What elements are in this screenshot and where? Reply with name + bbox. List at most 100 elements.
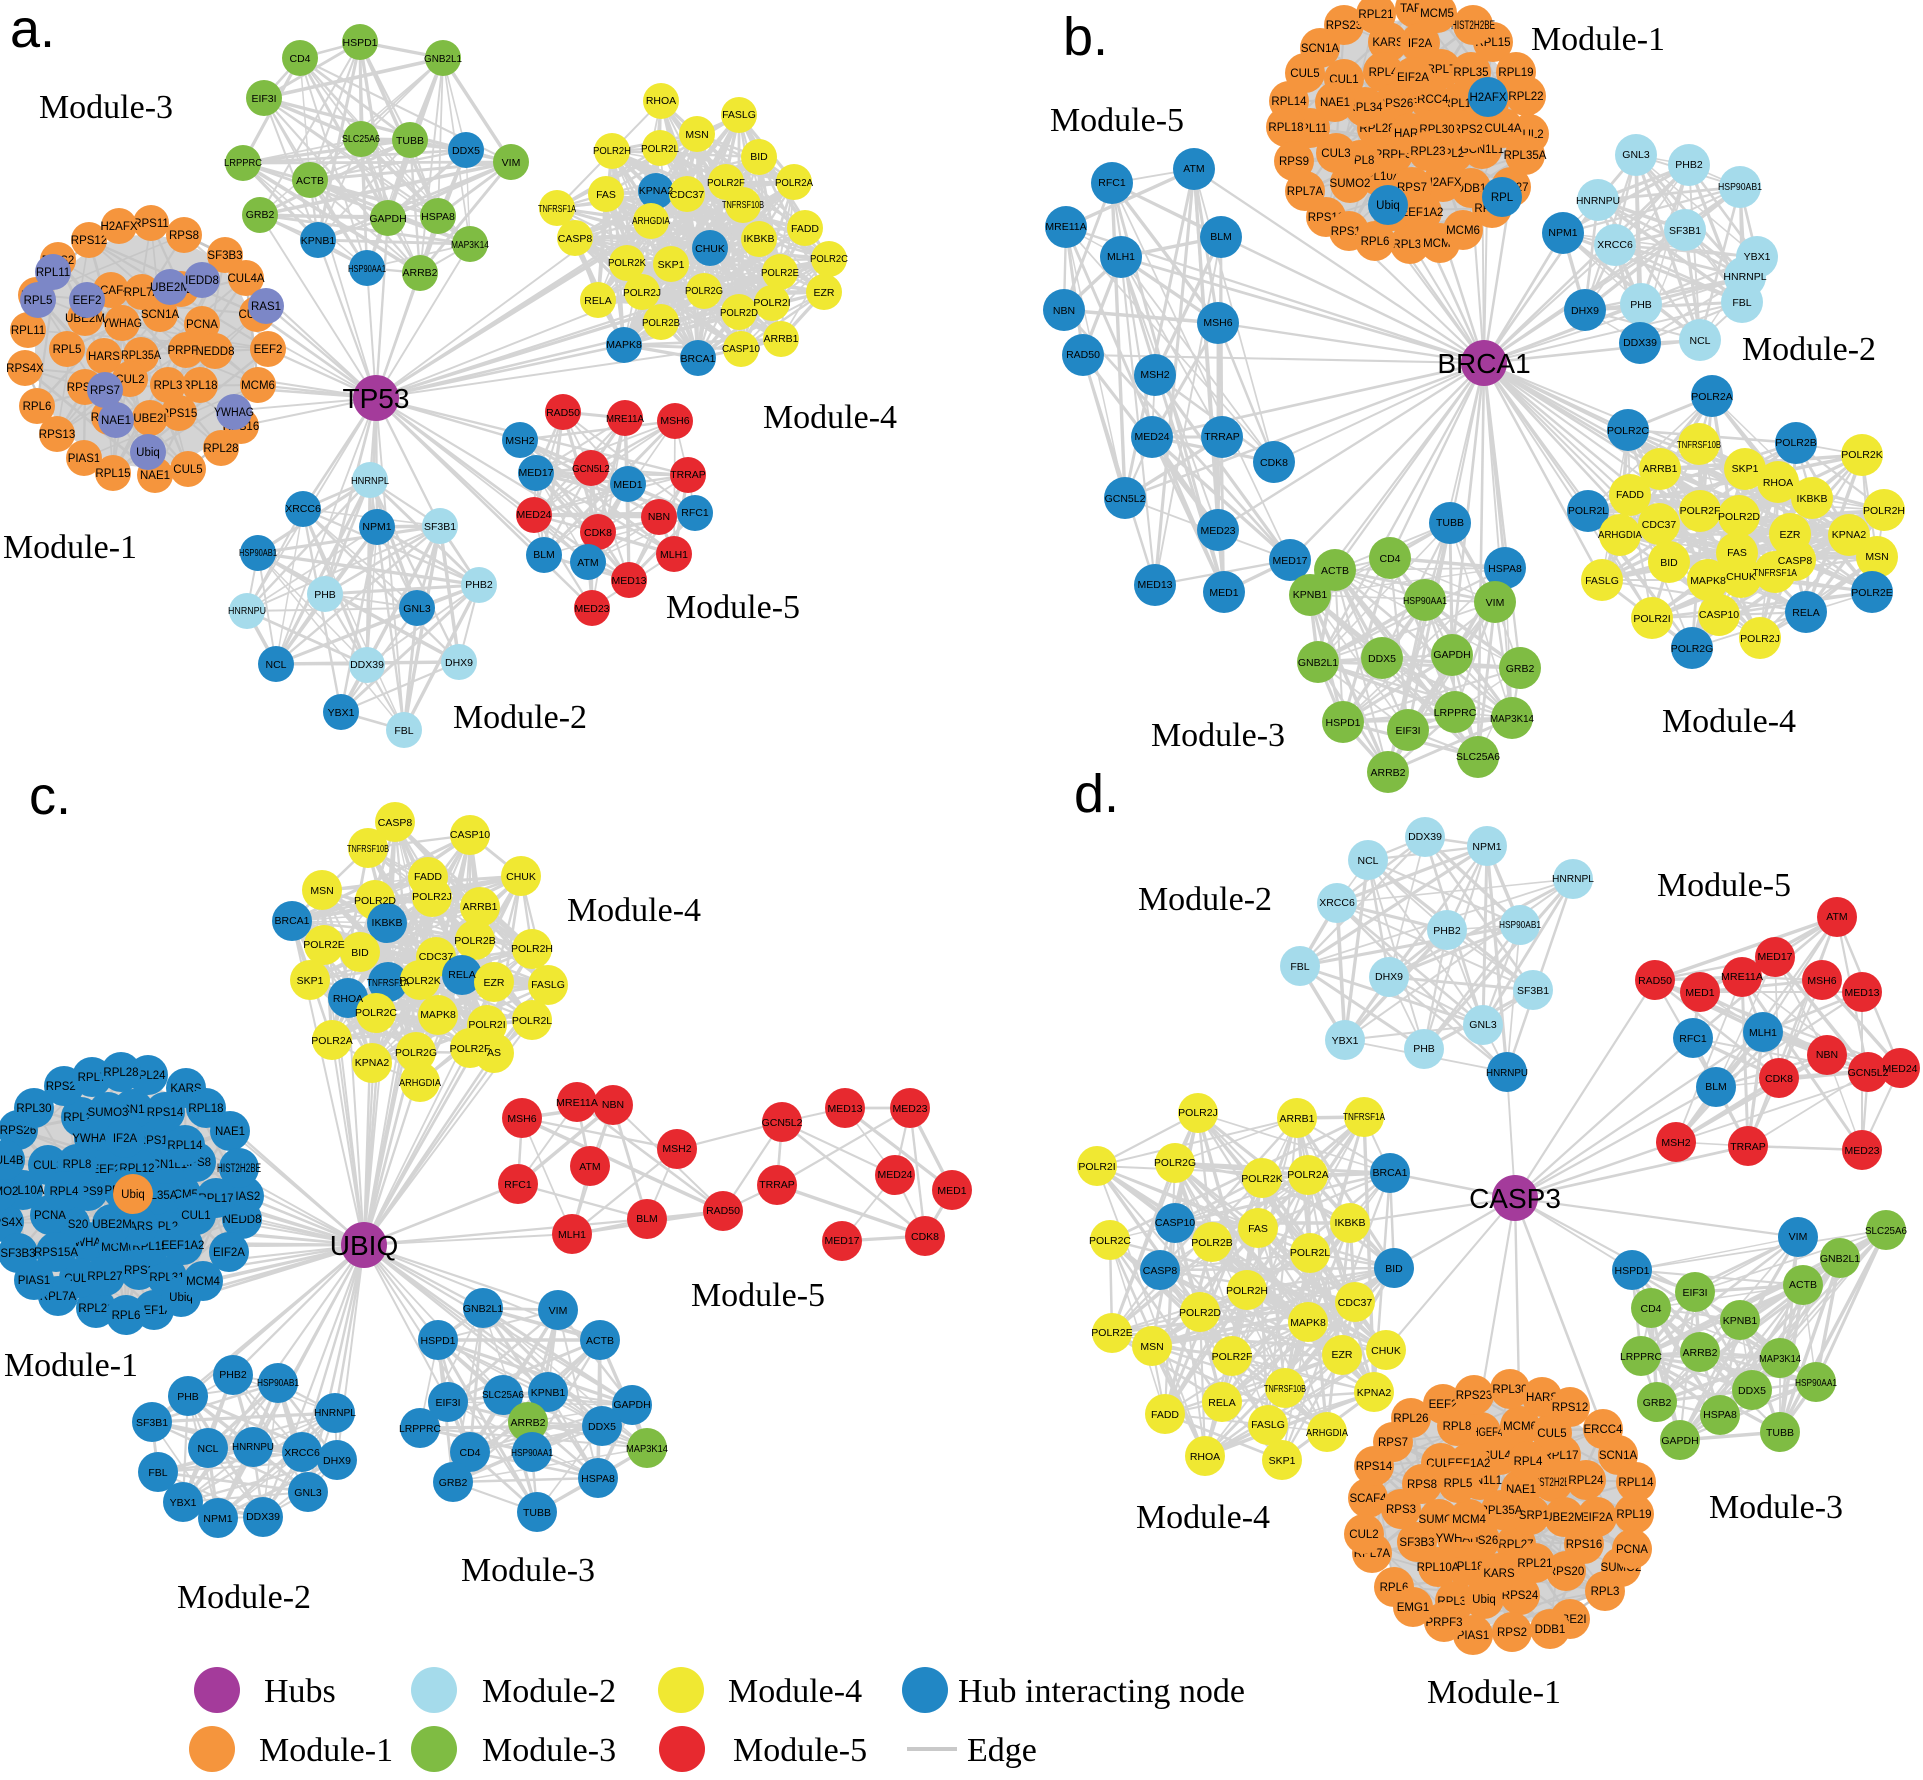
- svg-text:RAS1: RAS1: [251, 301, 281, 313]
- svg-text:RPS23: RPS23: [1326, 20, 1362, 32]
- svg-text:EEF1A2: EEF1A2: [1401, 207, 1444, 219]
- svg-text:MAP3K14: MAP3K14: [626, 1443, 668, 1455]
- svg-text:BLM: BLM: [636, 1213, 658, 1225]
- svg-text:RPS26: RPS26: [1377, 98, 1413, 110]
- svg-text:MRE11A: MRE11A: [556, 1097, 598, 1109]
- svg-text:UBE2M: UBE2M: [150, 282, 190, 294]
- svg-text:POLR2G: POLR2G: [395, 1047, 437, 1059]
- svg-text:YWHAG: YWHAG: [102, 318, 142, 330]
- svg-text:EZR: EZR: [814, 287, 835, 299]
- svg-text:KPNA2: KPNA2: [1357, 1387, 1392, 1399]
- svg-text:HSP90AA1: HSP90AA1: [348, 263, 386, 275]
- svg-text:FBL: FBL: [1290, 961, 1309, 973]
- svg-text:GAPDH: GAPDH: [369, 213, 406, 225]
- svg-text:ARRB2: ARRB2: [1682, 1347, 1717, 1359]
- svg-text:ATM: ATM: [579, 1161, 600, 1173]
- svg-text:GNL3: GNL3: [294, 1487, 322, 1499]
- svg-text:RPL28: RPL28: [203, 443, 238, 455]
- svg-text:POLR2F: POLR2F: [1680, 505, 1721, 517]
- svg-text:POLR2A: POLR2A: [1691, 391, 1732, 403]
- svg-text:Module-1: Module-1: [1427, 1674, 1561, 1711]
- svg-text:ARHGDIA: ARHGDIA: [1306, 1427, 1348, 1439]
- svg-text:FAS: FAS: [1727, 547, 1747, 559]
- svg-text:TRRAP: TRRAP: [759, 1179, 795, 1191]
- svg-text:HSP90AA1: HSP90AA1: [1795, 1377, 1837, 1389]
- svg-text:PIAS1: PIAS1: [18, 1275, 51, 1287]
- svg-text:DHX9: DHX9: [445, 657, 473, 669]
- svg-text:GRB2: GRB2: [1643, 1397, 1672, 1409]
- svg-text:MRE11A: MRE11A: [1045, 221, 1086, 233]
- svg-text:CDK8: CDK8: [584, 527, 612, 539]
- svg-text:CUL4A: CUL4A: [1484, 123, 1521, 135]
- svg-text:RPS24: RPS24: [1502, 1590, 1539, 1602]
- svg-text:RPL6: RPL6: [1361, 236, 1390, 248]
- svg-text:b.: b.: [1063, 7, 1108, 67]
- svg-text:MSH2: MSH2: [662, 1143, 691, 1155]
- svg-text:CHUK: CHUK: [506, 871, 536, 883]
- svg-text:Module-1: Module-1: [1531, 21, 1665, 58]
- svg-text:RPL7: RPL7: [78, 1072, 107, 1084]
- svg-text:RELA: RELA: [584, 295, 611, 307]
- svg-text:RPL28: RPL28: [103, 1067, 138, 1079]
- svg-text:DHX9: DHX9: [323, 1455, 351, 1467]
- svg-text:HSPA8: HSPA8: [1703, 1409, 1737, 1421]
- svg-text:MED13: MED13: [1137, 579, 1172, 591]
- svg-text:HNRNPL: HNRNPL: [1723, 271, 1766, 283]
- svg-text:BID: BID: [1385, 1263, 1403, 1275]
- svg-text:KPNB1: KPNB1: [531, 1387, 566, 1399]
- svg-text:SKP1: SKP1: [297, 975, 324, 987]
- svg-text:Module-2: Module-2: [1138, 881, 1272, 918]
- svg-text:MLH1: MLH1: [558, 1229, 586, 1241]
- svg-text:POLR2E: POLR2E: [761, 267, 799, 279]
- svg-text:FADD: FADD: [1616, 489, 1644, 501]
- svg-text:MSH2: MSH2: [505, 435, 534, 447]
- svg-text:EIF3I: EIF3I: [435, 1397, 460, 1409]
- svg-text:RAD50: RAD50: [1066, 349, 1100, 361]
- svg-text:TRRAP: TRRAP: [1204, 431, 1240, 443]
- svg-text:RPL: RPL: [1491, 192, 1514, 204]
- svg-text:RPL11: RPL11: [11, 325, 45, 337]
- svg-text:EEF2: EEF2: [73, 295, 102, 307]
- svg-text:c.: c.: [29, 766, 71, 826]
- svg-text:BRCA1: BRCA1: [274, 915, 309, 927]
- svg-text:YBX1: YBX1: [1744, 251, 1771, 263]
- svg-text:POLR2B: POLR2B: [1775, 437, 1816, 449]
- svg-text:RPL35: RPL35: [1453, 67, 1488, 79]
- svg-text:CASP8: CASP8: [1778, 555, 1813, 567]
- svg-text:CASP8: CASP8: [1143, 1265, 1178, 1277]
- svg-text:NAE1: NAE1: [101, 415, 131, 427]
- svg-text:MED17: MED17: [1272, 555, 1307, 567]
- svg-text:ATM: ATM: [577, 557, 598, 569]
- svg-text:HSPD1: HSPD1: [1325, 717, 1360, 729]
- svg-text:GCN5L2: GCN5L2: [1848, 1067, 1889, 1079]
- svg-text:FASLG: FASLG: [1585, 575, 1619, 587]
- svg-text:DDB1: DDB1: [1456, 183, 1487, 195]
- svg-text:RELA: RELA: [1792, 607, 1819, 619]
- svg-text:MED13: MED13: [827, 1103, 862, 1115]
- svg-text:NPM1: NPM1: [1472, 841, 1501, 853]
- svg-text:MED24: MED24: [516, 509, 551, 521]
- svg-text:RELA: RELA: [448, 969, 475, 981]
- svg-text:GRB2: GRB2: [246, 209, 275, 221]
- svg-text:Module-5: Module-5: [1050, 102, 1184, 139]
- svg-text:Module-3: Module-3: [39, 89, 173, 126]
- svg-text:RPL15: RPL15: [95, 468, 130, 480]
- svg-text:CUL1: CUL1: [181, 1210, 210, 1222]
- svg-text:NPM1: NPM1: [1548, 227, 1577, 239]
- svg-text:HNRNPL: HNRNPL: [351, 475, 389, 487]
- svg-text:RPL14: RPL14: [1618, 1477, 1654, 1489]
- svg-text:ACTB: ACTB: [586, 1335, 614, 1347]
- svg-text:TNFRSF1A: TNFRSF1A: [538, 203, 576, 215]
- svg-text:NEDD8: NEDD8: [223, 1214, 262, 1226]
- svg-text:CDC37: CDC37: [1642, 519, 1677, 531]
- svg-text:POLR2G: POLR2G: [1671, 643, 1714, 655]
- svg-text:RPL31: RPL31: [1392, 239, 1427, 251]
- svg-text:GAPDH: GAPDH: [1433, 649, 1470, 661]
- svg-text:RFC1: RFC1: [1098, 177, 1126, 189]
- svg-text:POLR2G: POLR2G: [1154, 1157, 1196, 1169]
- svg-text:CDK8: CDK8: [1765, 1073, 1793, 1085]
- svg-text:PHB2: PHB2: [465, 579, 493, 591]
- svg-text:MAP3K14: MAP3K14: [451, 239, 489, 251]
- svg-text:MSH2: MSH2: [1661, 1137, 1690, 1149]
- svg-text:Module-4: Module-4: [1662, 703, 1796, 740]
